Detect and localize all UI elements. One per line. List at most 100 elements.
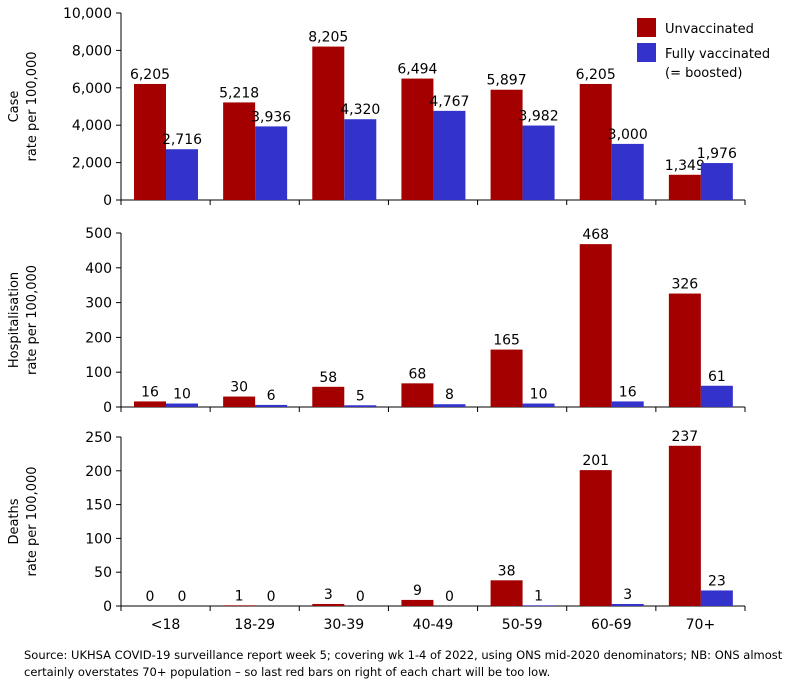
hospitalisation-data-label: 16 — [619, 384, 637, 400]
case-bar-vaccinated — [700, 163, 733, 200]
deaths-data-label: 9 — [413, 583, 422, 599]
x-category-label: 50-59 — [502, 617, 543, 633]
hospitalisation-data-label: 16 — [141, 384, 159, 400]
legend-label-unvaccinated: Unvaccinated — [665, 22, 754, 37]
case-bar-unvaccinated — [223, 102, 256, 200]
case-data-label: 5,218 — [219, 85, 259, 101]
legend-swatch-unvaccinated — [637, 18, 656, 37]
deaths-data-label: 201 — [582, 453, 609, 469]
hospitalisation-bar-vaccinated — [700, 385, 733, 407]
deaths-y-tick-label: 100 — [85, 531, 112, 547]
deaths-bar-unvaccinated — [312, 603, 345, 606]
x-category-label: 30-39 — [324, 617, 365, 633]
hospitalisation-y-tick-label: 400 — [85, 261, 112, 277]
deaths-data-label: 0 — [356, 589, 365, 605]
hospitalisation-data-label: 6 — [267, 388, 276, 404]
deaths-y-tick-label: 150 — [85, 498, 112, 514]
hospitalisation-data-label: 8 — [445, 387, 454, 403]
deaths-y-tick-label: 250 — [85, 430, 112, 446]
deaths-bar-vaccinated — [700, 590, 733, 606]
hospitalisation-bar-vaccinated — [344, 405, 377, 407]
deaths-data-label: 0 — [445, 589, 454, 605]
case-bar-vaccinated — [611, 143, 644, 200]
case-bar-unvaccinated — [134, 83, 166, 200]
case-bar-vaccinated — [344, 119, 377, 200]
deaths-data-label: 23 — [708, 573, 726, 589]
case-y-tick-label: 4,000 — [72, 118, 112, 134]
deaths-data-label: 1 — [534, 588, 543, 604]
hospitalisation-bar-vaccinated — [255, 404, 288, 407]
deaths-bar-unvaccinated — [579, 470, 612, 606]
hospitalisation-data-label: 326 — [671, 277, 698, 293]
case-bar-vaccinated — [166, 149, 198, 200]
case-y-title: Case — [7, 91, 22, 123]
deaths-data-label: 0 — [146, 589, 155, 605]
deaths-data-label: 0 — [267, 589, 276, 605]
case-bar-unvaccinated — [490, 89, 523, 200]
deaths-data-label: 38 — [498, 563, 516, 579]
legend-swatch-vaccinated — [637, 43, 656, 62]
case-data-label: 3,982 — [519, 109, 559, 125]
case-bar-vaccinated — [522, 125, 555, 200]
case-data-label: 3,936 — [251, 109, 291, 125]
case-bar-unvaccinated — [668, 174, 701, 200]
hospitalisation-data-label: 68 — [409, 366, 427, 382]
case-data-label: 8,205 — [308, 30, 348, 46]
case-data-label: 6,494 — [397, 62, 437, 78]
hospitalisation-data-label: 58 — [319, 370, 337, 386]
x-category-label: 18-29 — [234, 617, 275, 633]
hospitalisation-data-label: 10 — [530, 387, 548, 403]
case-data-label: 4,320 — [340, 102, 380, 118]
hospitalisation-bar-unvaccinated — [401, 383, 434, 407]
deaths-y-title: Deaths — [7, 498, 22, 544]
hospitalisation-bar-vaccinated — [166, 403, 198, 407]
deaths-data-label: 0 — [178, 589, 187, 605]
hospitalisation-data-label: 165 — [493, 333, 520, 349]
deaths-bar-vaccinated — [522, 605, 555, 606]
case-data-label: 4,767 — [429, 94, 469, 110]
x-category-label: 60-69 — [591, 617, 632, 633]
case-y-subtitle: rate per 100,000 — [25, 51, 40, 161]
hospitalisation-y-tick-label: 100 — [85, 365, 112, 381]
deaths-bar-unvaccinated — [401, 599, 434, 606]
deaths-bar-vaccinated — [611, 603, 644, 606]
deaths-bar-unvaccinated — [223, 605, 256, 606]
source-note: Source: UKHSA COVID-19 surveillance repo… — [24, 648, 783, 679]
hospitalisation-y-tick-label: 500 — [85, 226, 112, 242]
case-y-tick-label: 10,000 — [63, 6, 112, 22]
case-y-tick-label: 2,000 — [72, 156, 112, 172]
hospitalisation-y-subtitle: rate per 100,000 — [25, 265, 40, 375]
hospitalisation-bar-vaccinated — [433, 404, 466, 407]
hospitalisation-bar-unvaccinated — [579, 244, 612, 407]
hospitalisation-bar-unvaccinated — [668, 293, 701, 407]
case-data-label: 6,205 — [130, 67, 170, 83]
case-bar-unvaccinated — [312, 46, 345, 201]
case-data-label: 3,000 — [608, 127, 648, 143]
case-data-label: 1,976 — [697, 146, 737, 162]
case-data-label: 2,716 — [162, 132, 202, 148]
hospitalisation-data-label: 30 — [230, 380, 248, 396]
hospitalisation-bar-vaccinated — [522, 403, 555, 407]
case-y-tick-label: 6,000 — [72, 81, 112, 97]
deaths-y-subtitle: rate per 100,000 — [25, 466, 40, 576]
deaths-data-label: 1 — [235, 588, 244, 604]
deaths-data-label: 237 — [671, 429, 698, 445]
hospitalisation-bar-unvaccinated — [223, 396, 256, 407]
case-data-label: 6,205 — [576, 67, 616, 83]
case-bar-unvaccinated — [401, 78, 434, 200]
hospitalisation-data-label: 468 — [582, 227, 609, 243]
case-bar-vaccinated — [433, 110, 466, 200]
case-bar-vaccinated — [255, 126, 288, 200]
x-category-label: 70+ — [686, 617, 716, 633]
case-y-tick-label: 8,000 — [72, 43, 112, 59]
hospitalisation-data-label: 5 — [356, 388, 365, 404]
deaths-y-tick-label: 0 — [103, 599, 112, 615]
hospitalisation-bar-vaccinated — [611, 401, 644, 407]
hospitalisation-bar-unvaccinated — [134, 401, 166, 407]
legend-label-vaccinated: Fully vaccinated — [665, 47, 770, 62]
deaths-y-tick-label: 50 — [94, 565, 112, 581]
hospitalisation-bar-unvaccinated — [312, 386, 345, 407]
deaths-data-label: 3 — [623, 587, 632, 603]
hospitalisation-y-tick-label: 0 — [103, 400, 112, 416]
